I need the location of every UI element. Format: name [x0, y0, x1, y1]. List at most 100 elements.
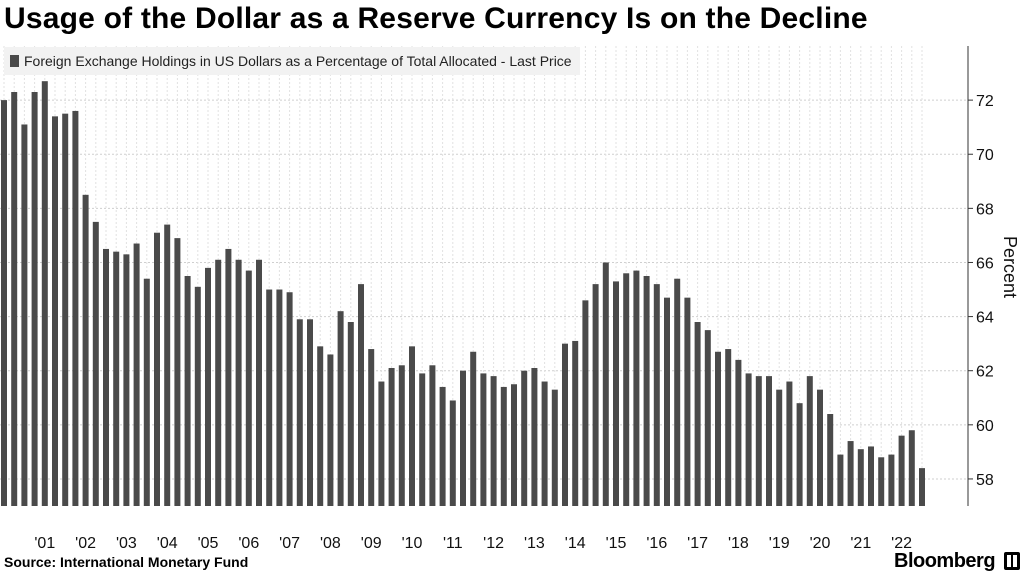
x-tick-label: '17: [687, 535, 708, 552]
bar: [592, 284, 599, 506]
y-tick-label: 58: [976, 472, 994, 489]
y-tick-label: 70: [976, 147, 994, 164]
y-tick-label: 60: [976, 418, 994, 435]
x-tick-label: '13: [524, 535, 545, 552]
bar: [225, 248, 232, 506]
x-tick-label: '06: [238, 535, 259, 552]
bar: [92, 221, 99, 506]
bar: [449, 400, 456, 506]
bar: [409, 346, 415, 506]
bar: [256, 259, 262, 506]
bar: [82, 194, 89, 506]
bar-series: [1, 81, 925, 507]
bar: [613, 281, 619, 506]
bar: [878, 457, 885, 506]
bar: [643, 276, 650, 506]
x-tick-label: '18: [728, 535, 749, 552]
bar: [633, 270, 640, 506]
bar: [52, 116, 58, 506]
y-tick-label: 66: [976, 255, 994, 272]
bar: [664, 297, 670, 506]
bar: [307, 319, 313, 506]
x-tick-label: '22: [891, 535, 912, 552]
bar: [358, 284, 364, 506]
x-tick-label: '07: [279, 535, 300, 552]
y-axis-label: Percent: [1000, 236, 1020, 298]
bar: [847, 441, 854, 506]
bar: [470, 351, 477, 506]
x-tick-label: '08: [320, 535, 341, 552]
bar: [827, 414, 834, 506]
x-tick-label: '05: [198, 535, 219, 552]
bar: [41, 81, 48, 507]
bar: [735, 359, 742, 506]
bar: [62, 113, 69, 507]
bar: [623, 273, 630, 506]
bar: [368, 349, 375, 506]
bar: [174, 238, 181, 506]
bar: [276, 289, 283, 506]
x-tick-label: '02: [75, 535, 96, 552]
bar: [286, 292, 293, 506]
bar: [919, 468, 925, 506]
x-tick-label: '14: [565, 535, 586, 552]
bar: [766, 376, 772, 506]
bar: [755, 376, 762, 506]
bar: [419, 373, 426, 506]
y-tick-label: 64: [976, 310, 994, 327]
bar: [908, 430, 915, 506]
x-tick-label: '04: [157, 535, 178, 552]
bar: [857, 449, 864, 506]
bar: [582, 300, 589, 506]
bar: [347, 322, 354, 506]
bar: [888, 454, 895, 506]
x-tick-label: '21: [850, 535, 871, 552]
bar: [337, 311, 344, 506]
bar: [1, 100, 7, 507]
y-axis: 58 60 62 64 66 68 70 72: [967, 46, 994, 506]
x-tick-label: '09: [361, 535, 382, 552]
bar: [500, 386, 507, 506]
y-tick-label: 62: [976, 364, 994, 381]
bar: [602, 262, 609, 506]
bar: [398, 365, 405, 506]
x-tick-label: '10: [402, 535, 423, 552]
bar: [113, 251, 120, 506]
bar: [123, 254, 130, 506]
brand-logo: Bloomberg: [894, 550, 996, 572]
bar: [378, 381, 385, 506]
bar: [511, 384, 517, 506]
legend-label: Foreign Exchange Holdings in US Dollars …: [24, 53, 572, 69]
bar: [133, 243, 140, 506]
bar: [31, 92, 38, 506]
x-tick-label: '03: [116, 535, 137, 552]
legend-swatch: [10, 55, 19, 67]
bar: [266, 289, 273, 506]
bar: [235, 259, 242, 506]
source-note: Source: International Monetary Fund: [4, 554, 249, 570]
bar: [388, 368, 395, 506]
bar: [898, 435, 905, 506]
bar: [531, 368, 538, 506]
bar: [562, 343, 568, 506]
x-tick-label: '15: [606, 535, 627, 552]
y-tick-label: 72: [976, 93, 994, 110]
bar: [11, 92, 18, 506]
bar: [817, 389, 823, 506]
x-axis: '01 '02 '03 '04 '05 '06 '07 '08 '09 '10 '11 '12 '13 '…: [34, 535, 912, 552]
bar: [868, 446, 874, 506]
bar: [837, 454, 844, 506]
bar: [521, 370, 528, 506]
x-tick-label: '12: [483, 535, 504, 552]
x-tick-label: '20: [810, 535, 831, 552]
bar: [541, 381, 548, 506]
y-tick-label: 68: [976, 201, 994, 218]
bar: [480, 373, 487, 506]
bar: [72, 110, 79, 506]
bar: [429, 365, 436, 506]
bar: [154, 232, 160, 506]
bar: [327, 354, 334, 506]
bar: [776, 389, 783, 506]
bar: [194, 286, 201, 506]
